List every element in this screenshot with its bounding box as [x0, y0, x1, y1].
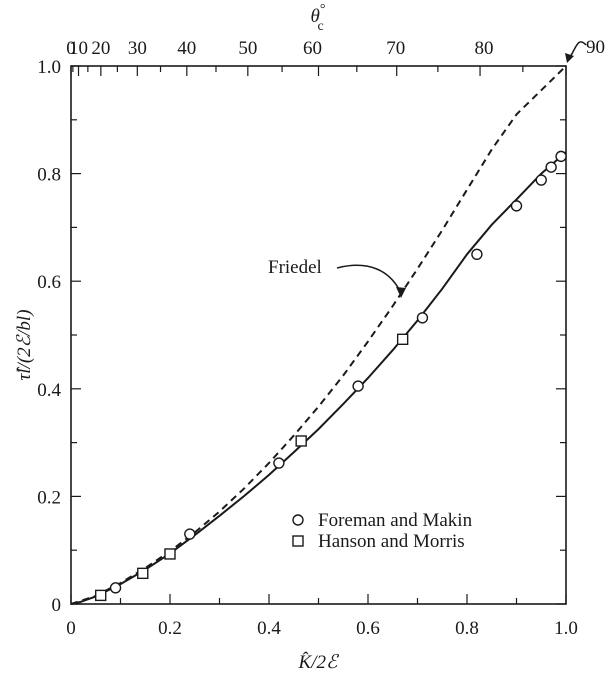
- legend-circle-marker: [292, 514, 304, 526]
- top-90-arrow: [569, 41, 587, 58]
- foreman-makin-point: [352, 380, 364, 392]
- legend-label-hanson-morris: Hanson and Morris: [318, 531, 465, 552]
- foreman-makin-point: [555, 150, 567, 163]
- top-tick-label: 10: [69, 38, 88, 59]
- foreman-makin-point: [109, 582, 122, 594]
- x-tick-label: 0.2: [158, 618, 182, 639]
- foreman-makin-point: [416, 312, 429, 324]
- top-tick-label: 70: [386, 38, 405, 59]
- hanson-morris-point: [295, 435, 307, 447]
- x-tick-label: 0.6: [356, 618, 380, 639]
- top-tick-label: 20: [91, 38, 110, 59]
- top-tick-label: 90: [586, 37, 605, 58]
- foreman-makin-point: [545, 161, 557, 173]
- hanson-morris-point: [137, 567, 149, 580]
- top-axis-label-sup: °: [320, 2, 326, 17]
- friedel-dashed-curve: [70, 65, 567, 605]
- top-tick-label: 0: [66, 38, 76, 59]
- top-tick-label: 30: [128, 38, 147, 59]
- x-tick-label: 1.0: [554, 618, 578, 639]
- top-axis-label-sub: c: [317, 19, 323, 34]
- legend-label-foreman-makin: Foreman and Makin: [318, 510, 473, 531]
- friedel-annotation-arrow: [336, 264, 402, 294]
- foreman-makin-point: [273, 457, 285, 469]
- markers-layer: [94, 150, 567, 602]
- legend-square-marker: [292, 535, 304, 547]
- foreman-makin-point: [510, 200, 523, 212]
- hanson-morris-point: [396, 333, 409, 346]
- hanson-morris-point: [94, 589, 107, 602]
- foreman-makin-point: [535, 174, 547, 186]
- top-90-arrowhead: [565, 53, 574, 63]
- top-tick-label: 80: [475, 38, 494, 59]
- x-tick-label: 0: [66, 618, 76, 639]
- y-tick-label: 0.4: [37, 380, 61, 401]
- top-tick-label: 50: [238, 38, 257, 59]
- friedel-annotation-label: Friedel: [268, 257, 322, 278]
- x-axis-label: K̂/2ℰ: [298, 652, 340, 673]
- foreman-makin-point: [184, 528, 196, 540]
- hanson-morris-point: [164, 548, 176, 560]
- top-tick-label: 60: [303, 38, 322, 59]
- legend: Foreman and Makin Hanson and Morris: [292, 510, 473, 552]
- y-axis-label: τ̂l/(2ℰ/bl): [14, 309, 35, 380]
- x-tick-label: 0.4: [257, 618, 281, 639]
- top-tick-label: 40: [177, 38, 196, 59]
- y-tick-label: 0.2: [37, 487, 61, 508]
- top-axis-label: θ° c: [311, 2, 326, 34]
- y-tick-label: 1.0: [37, 57, 61, 78]
- foreman-makin-point: [471, 248, 483, 261]
- y-tick-label: 0: [52, 595, 62, 616]
- y-tick-label: 0.6: [37, 272, 61, 293]
- friedel-annotation-arrowhead: [396, 287, 406, 298]
- y-tick-label: 0.8: [37, 165, 61, 186]
- x-tick-label: 0.8: [455, 618, 479, 639]
- top-axis-label-main: θ: [311, 6, 320, 27]
